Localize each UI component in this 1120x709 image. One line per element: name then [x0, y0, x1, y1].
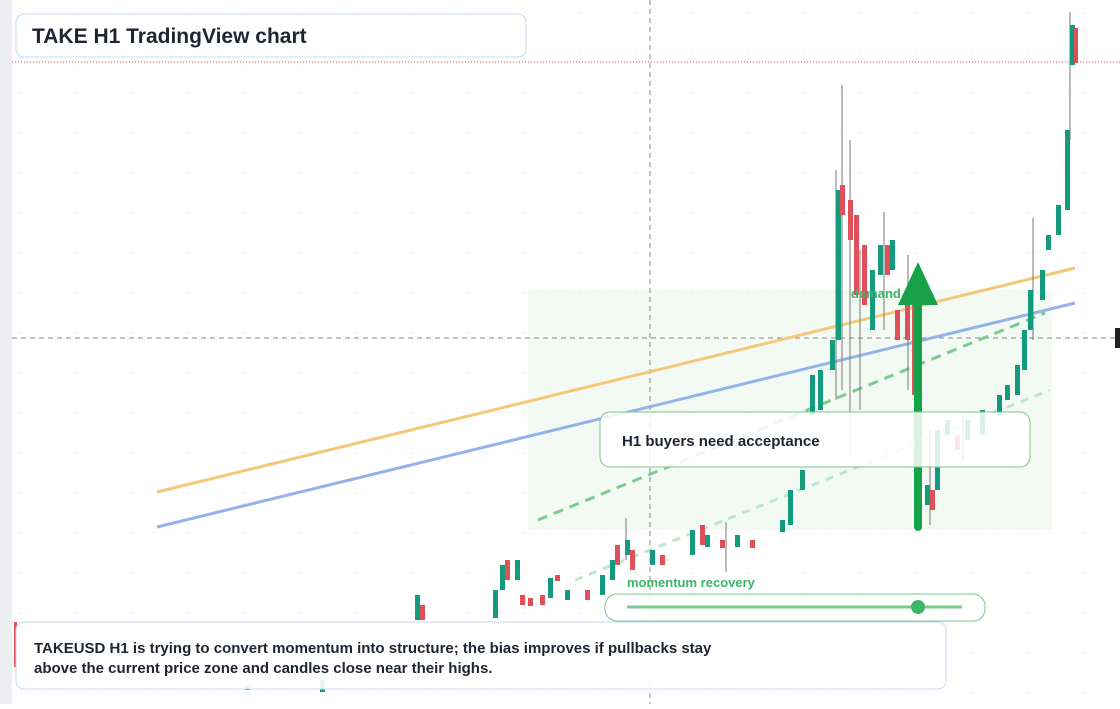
momentum-knob [911, 600, 925, 614]
summary-line: TAKEUSD H1 is trying to convert momentum… [34, 640, 712, 657]
title-box [15, 13, 527, 58]
left-edge [0, 0, 12, 704]
arrow-head [898, 262, 938, 305]
price-marker [1115, 328, 1120, 348]
momentum-label: momentum recovery [627, 575, 756, 590]
summary-box [15, 621, 947, 690]
callout-text: H1 buyers need acceptance [622, 433, 820, 450]
summary-line: above the current price zone and candles… [34, 660, 492, 677]
callout-box [599, 411, 1031, 468]
title: TAKE H1 TradingView chart [32, 25, 307, 48]
